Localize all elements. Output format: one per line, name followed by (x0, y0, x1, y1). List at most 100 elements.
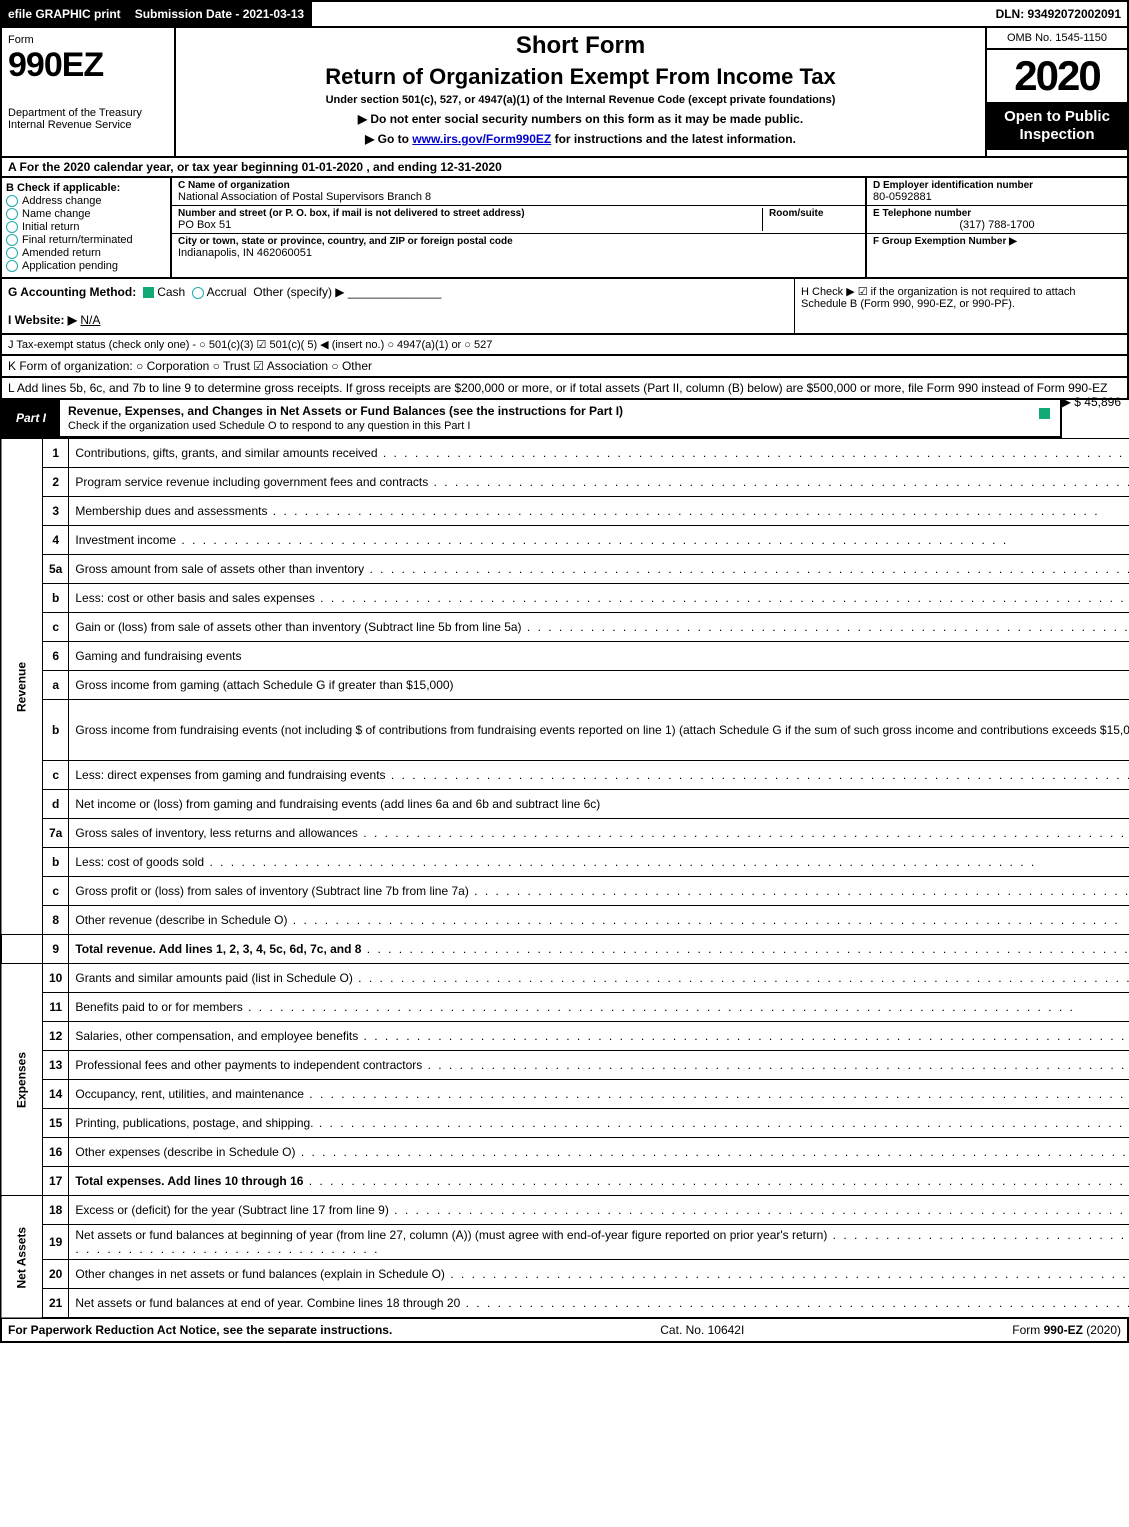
opt-address-change[interactable]: Address change (6, 195, 166, 207)
radio-icon (6, 221, 18, 233)
row-num: b (43, 584, 69, 613)
row-desc: Benefits paid to or for members (69, 993, 1129, 1022)
schedule-o-checkbox-icon[interactable] (1039, 408, 1050, 419)
row-desc: Printing, publications, postage, and shi… (69, 1109, 1129, 1138)
row-desc: Gaming and fundraising events (69, 642, 1129, 671)
row-num: 19 (43, 1225, 69, 1260)
opt-label: Address change (22, 195, 102, 207)
row-desc: Membership dues and assessments (69, 497, 1129, 526)
row-desc: Net assets or fund balances at end of ye… (69, 1289, 1129, 1319)
row-num: c (43, 877, 69, 906)
opt-name-change[interactable]: Name change (6, 208, 166, 220)
financial-table: Revenue 1 Contributions, gifts, grants, … (0, 438, 1129, 1319)
row-num: c (43, 761, 69, 790)
gh-block: G Accounting Method: Cash Accrual Other … (0, 279, 1129, 335)
ein-value: 80-0592881 (873, 191, 1121, 203)
tax-year: 2020 (987, 50, 1127, 102)
row-desc: Total expenses. Add lines 10 through 16 … (69, 1167, 1129, 1196)
row-desc: Gross amount from sale of assets other t… (69, 555, 1129, 584)
header-right: OMB No. 1545-1150 2020 Open to Public In… (985, 28, 1127, 156)
opt-label: Application pending (22, 260, 118, 272)
opt-label: Amended return (22, 247, 101, 259)
part-1-header: Part I Revenue, Expenses, and Changes in… (0, 400, 1062, 438)
row-num: 1 (43, 439, 69, 468)
part-title-text: Revenue, Expenses, and Changes in Net As… (68, 404, 623, 418)
checkbox-cash-icon[interactable] (143, 287, 154, 298)
form-header: Form 990EZ Department of the Treasury In… (0, 28, 1129, 158)
city-value: Indianapolis, IN 462060051 (178, 247, 859, 259)
row-num: 20 (43, 1260, 69, 1289)
row-desc: Contributions, gifts, grants, and simila… (69, 439, 1129, 468)
opt-amended-return[interactable]: Amended return (6, 247, 166, 259)
radio-icon (6, 208, 18, 220)
radio-icon (6, 260, 18, 272)
row-desc: Gross income from gaming (attach Schedul… (69, 671, 1129, 700)
opt-label: Final return/terminated (22, 234, 133, 246)
row-desc: Salaries, other compensation, and employ… (69, 1022, 1129, 1051)
row-num: d (43, 790, 69, 819)
goto-instructions: ▶ Go to www.irs.gov/Form990EZ for instru… (186, 132, 975, 146)
irs-label: Internal Revenue Service (8, 119, 168, 131)
section-b: B Check if applicable: Address change Na… (2, 178, 172, 277)
netassets-vlabel: Net Assets (1, 1196, 43, 1319)
subtitle: Under section 501(c), 527, or 4947(a)(1)… (186, 94, 975, 106)
part-title: Revenue, Expenses, and Changes in Net As… (60, 400, 1030, 436)
open-public-inspection: Open to Public Inspection (987, 102, 1127, 150)
row-desc: Other changes in net assets or fund bala… (69, 1260, 1129, 1289)
line-j: J Tax-exempt status (check only one) - ○… (0, 335, 1129, 356)
row-desc: Excess or (deficit) for the year (Subtra… (69, 1196, 1129, 1225)
city-label: City or town, state or province, country… (178, 236, 859, 247)
omb-number: OMB No. 1545-1150 (987, 28, 1127, 50)
g-other: Other (specify) ▶ (253, 285, 344, 299)
row-a-tax-year: A For the 2020 calendar year, or tax yea… (0, 158, 1129, 178)
f-block: F Group Exemption Number ▶ (867, 234, 1127, 249)
opt-final-return[interactable]: Final return/terminated (6, 234, 166, 246)
line-g: G Accounting Method: Cash Accrual Other … (8, 285, 788, 299)
row-num: 21 (43, 1289, 69, 1319)
row-num: 9 (43, 935, 69, 964)
room-label: Room/suite (769, 208, 859, 219)
e-label: E Telephone number (873, 208, 1121, 219)
form-number: 990EZ (8, 46, 168, 85)
f-label: F Group Exemption Number ▶ (873, 236, 1121, 247)
d-block: D Employer identification number 80-0592… (867, 178, 1127, 206)
header-center: Short Form Return of Organization Exempt… (176, 28, 985, 156)
row-desc: Other expenses (describe in Schedule O) (69, 1138, 1129, 1167)
row-desc: Less: direct expenses from gaming and fu… (69, 761, 1129, 790)
section-de: D Employer identification number 80-0592… (867, 178, 1127, 277)
street-value: PO Box 51 (178, 219, 756, 231)
row-desc: Occupancy, rent, utilities, and maintena… (69, 1080, 1129, 1109)
footer-mid: Cat. No. 10642I (660, 1323, 744, 1337)
form-label: Form (8, 34, 168, 46)
row-desc: Gross sales of inventory, less returns a… (69, 819, 1129, 848)
main-title: Return of Organization Exempt From Incom… (186, 64, 975, 90)
row-num: 13 (43, 1051, 69, 1080)
website-value: N/A (80, 313, 100, 327)
opt-initial-return[interactable]: Initial return (6, 221, 166, 233)
row-num: 11 (43, 993, 69, 1022)
irs-link[interactable]: www.irs.gov/Form990EZ (412, 132, 551, 146)
row-desc: Program service revenue including govern… (69, 468, 1129, 497)
gh-left: G Accounting Method: Cash Accrual Other … (2, 279, 794, 333)
footer-right: Form 990-EZ (2020) (1012, 1323, 1121, 1337)
d-label: D Employer identification number (873, 180, 1121, 191)
checkbox-accrual-icon[interactable] (192, 287, 204, 299)
i-label: I Website: ▶ (8, 313, 77, 327)
row-num: 4 (43, 526, 69, 555)
c-name-block: C Name of organization National Associat… (172, 178, 865, 206)
info-grid: B Check if applicable: Address change Na… (0, 178, 1129, 279)
row-num: 8 (43, 906, 69, 935)
line-k: K Form of organization: ○ Corporation ○ … (0, 356, 1129, 378)
row-desc: Less: cost or other basis and sales expe… (69, 584, 1129, 613)
opt-application-pending[interactable]: Application pending (6, 260, 166, 272)
efile-label[interactable]: efile GRAPHIC print (2, 2, 129, 26)
row-num: a (43, 671, 69, 700)
row-num: 2 (43, 468, 69, 497)
dept-treasury: Department of the Treasury (8, 107, 168, 119)
g-accrual: Accrual (207, 285, 247, 299)
opt-label: Initial return (22, 221, 79, 233)
row-desc: Other revenue (describe in Schedule O) (69, 906, 1129, 935)
row-desc: Gross profit or (loss) from sales of inv… (69, 877, 1129, 906)
c-city-block: City or town, state or province, country… (172, 234, 865, 261)
row-desc: Net assets or fund balances at beginning… (69, 1225, 1129, 1260)
